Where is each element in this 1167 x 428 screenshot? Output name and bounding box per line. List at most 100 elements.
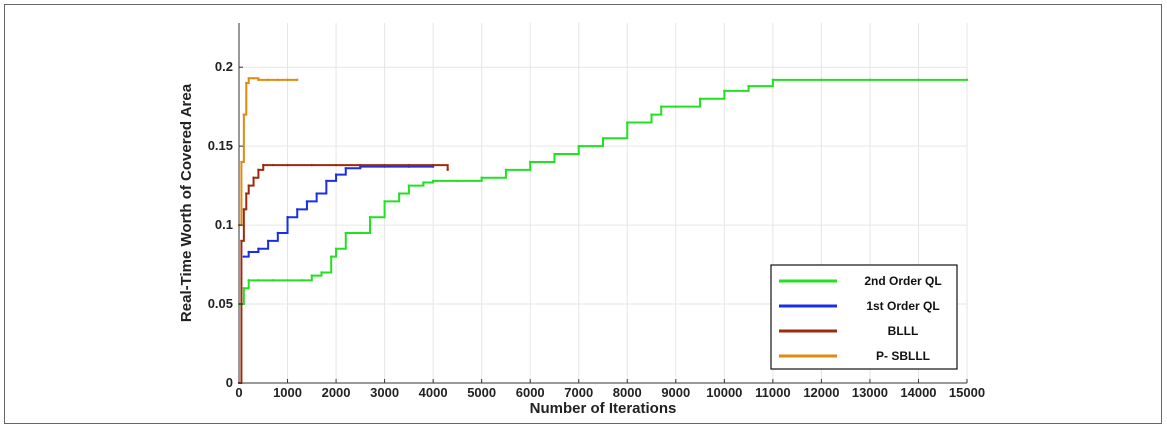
data-point bbox=[240, 160, 243, 164]
data-point bbox=[252, 77, 255, 80]
data-point bbox=[247, 250, 250, 254]
legend-label: BLLL bbox=[888, 324, 919, 338]
data-point bbox=[247, 279, 250, 282]
data-point bbox=[456, 179, 459, 183]
data-point bbox=[344, 231, 347, 235]
data-point bbox=[553, 152, 556, 156]
x-tick-label: 5000 bbox=[467, 385, 496, 400]
y-tick-label: 0.05 bbox=[208, 296, 233, 311]
data-point bbox=[674, 105, 677, 108]
data-point bbox=[723, 89, 726, 93]
line-chart: 0 1000 2000 3000 4000 5000 6000 7000 8000 9000 100… bbox=[178, 23, 985, 417]
x-tick-label: 14000 bbox=[900, 385, 936, 400]
series-line-p-sblll bbox=[239, 77, 298, 227]
data-point bbox=[334, 163, 338, 167]
data-point bbox=[917, 78, 920, 82]
data-point bbox=[257, 78, 260, 82]
legend-label: P- SBLLL bbox=[876, 349, 930, 363]
y-tick-label: 0.1 bbox=[215, 217, 233, 232]
data-point bbox=[271, 163, 275, 167]
data-point bbox=[397, 192, 401, 195]
data-point bbox=[626, 121, 629, 124]
data-point bbox=[296, 208, 299, 211]
data-point bbox=[242, 255, 246, 258]
x-tick-label: 3000 bbox=[370, 385, 399, 400]
data-point bbox=[245, 192, 248, 195]
series-line-blll bbox=[239, 164, 449, 384]
data-point bbox=[257, 247, 260, 250]
data-point bbox=[344, 167, 347, 170]
x-tick-label: 7000 bbox=[564, 385, 593, 400]
x-tick-label: 9000 bbox=[661, 385, 690, 400]
data-point bbox=[296, 78, 299, 82]
series-line-1st-order-ql bbox=[243, 165, 434, 258]
data-point bbox=[240, 239, 243, 243]
data-point bbox=[252, 176, 255, 179]
data-point bbox=[257, 279, 260, 282]
data-point bbox=[965, 78, 969, 82]
data-point bbox=[368, 216, 372, 219]
data-point bbox=[383, 163, 386, 167]
data-point bbox=[286, 279, 289, 282]
data-point bbox=[266, 78, 270, 82]
data-point bbox=[242, 287, 246, 290]
data-point bbox=[286, 163, 289, 167]
y-tick-label: 0.2 bbox=[215, 59, 233, 74]
x-tick-label: 15000 bbox=[949, 385, 985, 400]
data-point bbox=[359, 163, 362, 167]
data-point bbox=[245, 81, 248, 85]
x-tick-label: 10000 bbox=[706, 385, 742, 400]
y-tick-label: 0 bbox=[226, 375, 233, 390]
x-tick-label: 8000 bbox=[613, 385, 642, 400]
data-point bbox=[407, 163, 411, 167]
x-tick-label: 2000 bbox=[322, 385, 351, 400]
data-point bbox=[334, 173, 338, 176]
data-point bbox=[820, 78, 823, 82]
data-point bbox=[431, 163, 435, 167]
data-point bbox=[747, 84, 750, 88]
data-point bbox=[529, 160, 532, 164]
data-point bbox=[276, 231, 280, 235]
x-tick-label: 4000 bbox=[419, 385, 448, 400]
data-point bbox=[247, 184, 250, 187]
x-axis-label: Number of Iterations bbox=[530, 400, 677, 417]
data-point bbox=[257, 168, 260, 172]
legend: 2nd Order QL 1st Order QL BLLL P- SBLLL bbox=[770, 264, 958, 370]
data-point bbox=[431, 179, 435, 183]
data-point bbox=[330, 255, 333, 258]
x-tick-label: 0 bbox=[235, 385, 242, 400]
data-point bbox=[242, 208, 246, 211]
data-point bbox=[262, 163, 265, 167]
series-line-2nd-order-ql bbox=[239, 78, 967, 306]
x-tick-label: 12000 bbox=[803, 385, 839, 400]
data-point bbox=[286, 78, 289, 82]
data-point bbox=[320, 271, 323, 274]
data-point bbox=[271, 279, 275, 282]
data-point bbox=[504, 168, 508, 172]
data-point bbox=[276, 78, 280, 82]
y-tick-label: 0.15 bbox=[208, 138, 233, 153]
legend-label: 1st Order QL bbox=[866, 299, 939, 313]
data-point bbox=[286, 216, 289, 219]
data-point bbox=[660, 105, 663, 108]
series-layer bbox=[237, 77, 969, 385]
data-point bbox=[407, 184, 411, 187]
x-tick-label: 1000 bbox=[273, 385, 302, 400]
data-point bbox=[383, 200, 386, 203]
data-point bbox=[480, 176, 483, 179]
y-axis-label: Real-Time Worth of Covered Area bbox=[178, 83, 195, 322]
data-point bbox=[325, 179, 328, 183]
data-point bbox=[300, 279, 304, 282]
data-point bbox=[601, 137, 605, 140]
data-point bbox=[310, 163, 313, 167]
data-point bbox=[446, 168, 449, 172]
axes bbox=[238, 23, 968, 384]
data-point bbox=[359, 231, 362, 235]
data-point bbox=[305, 200, 309, 203]
chart-frame: 0 1000 2000 3000 4000 5000 6000 7000 8000 9000 100… bbox=[4, 4, 1162, 424]
x-tick-label: 13000 bbox=[852, 385, 888, 400]
data-point bbox=[266, 239, 270, 243]
data-point bbox=[868, 78, 872, 82]
legend-label: 2nd Order QL bbox=[864, 274, 941, 288]
data-point bbox=[422, 181, 425, 184]
